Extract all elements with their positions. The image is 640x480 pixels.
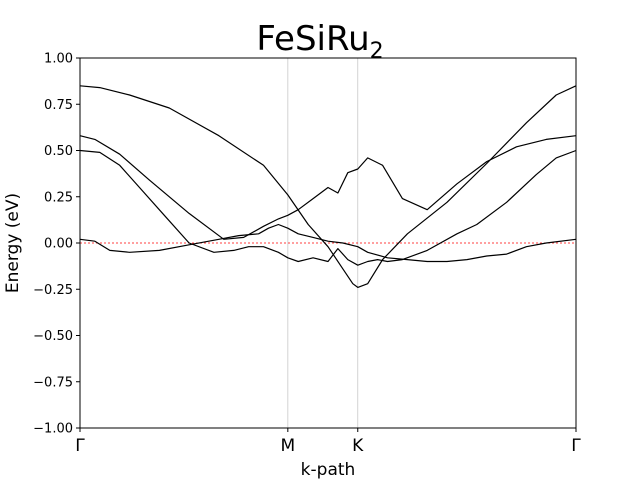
band-line [79, 149, 577, 266]
chart-title: FeSiRu2 [256, 19, 383, 64]
y-tick-label: 0.25 [44, 190, 73, 205]
y-tick-label: 0.50 [44, 144, 73, 159]
band-lines [79, 85, 577, 288]
y-ticks: −1.00 −0.75 −0.50 −0.25 0.00 0.25 0.50 0.75 1.00 [33, 52, 80, 437]
band-line [79, 135, 577, 240]
band-line [79, 223, 577, 263]
x-tick-label: Γ [75, 436, 85, 456]
plot-area [79, 57, 577, 429]
y-tick-label: 0.75 [44, 98, 73, 113]
y-axis-label: Energy (eV) [3, 193, 23, 293]
x-tick-label: M [280, 436, 295, 456]
x-axis-label: k-path [301, 460, 356, 480]
y-tick-label: −0.75 [33, 375, 73, 390]
y-tick-label: −0.50 [33, 329, 73, 344]
title-main: FeSiRu [256, 19, 369, 59]
x-tick-label: Γ [571, 436, 581, 456]
y-tick-label: 1.00 [44, 52, 73, 67]
band-line [79, 85, 577, 288]
y-tick-label: −0.25 [33, 283, 73, 298]
y-tick-label: 0.00 [44, 237, 73, 252]
x-tick-label: K [352, 436, 364, 456]
y-tick-label: −1.00 [33, 422, 73, 437]
